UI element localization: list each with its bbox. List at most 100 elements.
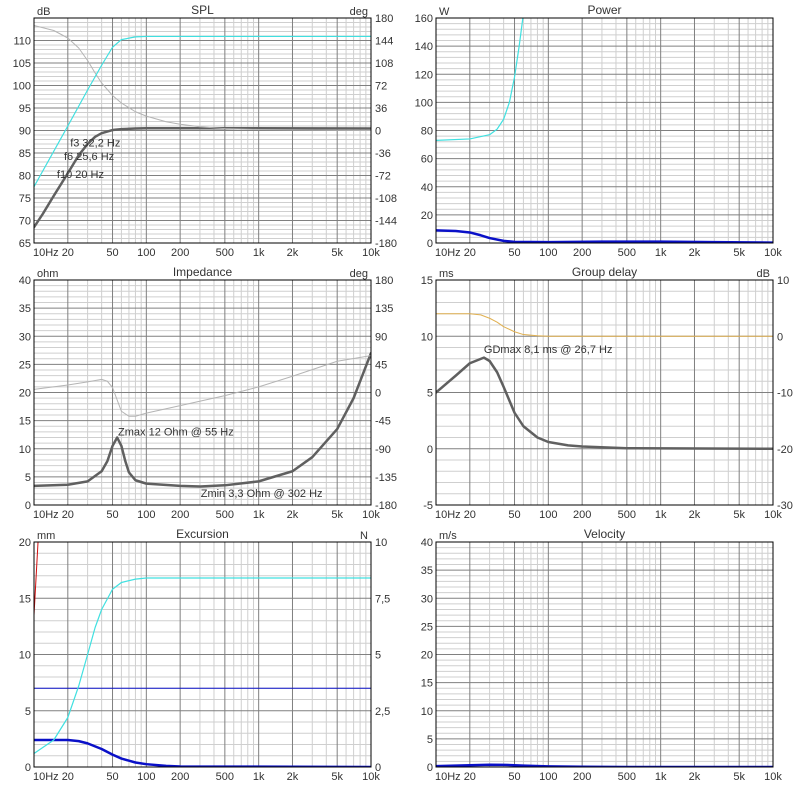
x-tick-label: 2k (287, 509, 299, 521)
x-tick-label: 200 (171, 247, 189, 259)
y2-tick-label: 144 (375, 36, 393, 48)
x-tick-label: 10Hz (435, 509, 461, 521)
curves (436, 18, 773, 243)
y-unit-label: m/s (439, 530, 457, 542)
x-tick-label: 500 (618, 247, 636, 259)
y-unit-label: W (439, 6, 450, 18)
x-axis: 10Hz 20 50 100 200 500 1k 2k 5k 10k (435, 509, 782, 521)
y2-axis: -180 -135 -90 -45 0 45 90 135 180 (375, 275, 397, 512)
grid (33, 18, 372, 244)
y-tick-label: 95 (19, 103, 31, 115)
y-tick-label: 40 (421, 182, 433, 194)
series-spl-1 (34, 25, 371, 131)
y-tick-label: 35 (421, 565, 433, 577)
y-unit-label: dB (37, 6, 50, 18)
x-tick-label: 1k (655, 247, 667, 259)
series-impedance-0 (34, 351, 371, 488)
y2-tick-label: -180 (375, 238, 397, 250)
x-tick-label: 100 (137, 247, 155, 259)
y2-tick-label: 0 (375, 126, 381, 138)
y-tick-label: 15 (421, 275, 433, 287)
y-tick-label: 140 (415, 41, 433, 53)
y-tick-label: 30 (421, 593, 433, 605)
y-tick-label: 65 (19, 238, 31, 250)
x-axis: 10Hz 20 50 100 200 500 1k 2k 5k 10k (435, 247, 782, 259)
x-axis: 10Hz 20 50 100 200 500 1k 2k 5k 10k (33, 771, 380, 783)
y-tick-label: 10 (421, 331, 433, 343)
y-tick-label: 5 (25, 472, 31, 484)
y-tick-label: 10 (19, 650, 31, 662)
chart-spl: 65 70 75 80 85 90 95 100 105 110 -180 -144 -108 -72 -3… (13, 3, 397, 259)
y2-tick-label: 10 (777, 275, 789, 287)
y-unit-label: ms (439, 268, 454, 280)
y-tick-label: 20 (19, 537, 31, 549)
x-tick-label: 50 (106, 771, 118, 783)
y2-tick-label: -20 (777, 444, 793, 456)
x-tick-label: 10Hz (435, 247, 461, 259)
y-tick-label: 15 (19, 416, 31, 428)
series-excursion-3 (34, 542, 39, 616)
y2-axis: -180 -144 -108 -72 -36 0 36 72 108 144 180 (375, 13, 397, 250)
x-tick-label: 20 (464, 509, 476, 521)
plot-frame (435, 17, 774, 244)
x-axis: 10Hz 20 50 100 200 500 1k 2k 5k 10k (435, 771, 782, 783)
y2-tick-label: -108 (375, 193, 397, 205)
series-group_delay-0 (436, 356, 773, 450)
y2-tick-label: 5 (375, 650, 381, 662)
x-tick-label: 200 (573, 509, 591, 521)
y-tick-label: 0 (427, 238, 433, 250)
x-tick-label: 50 (508, 771, 520, 783)
y-tick-label: 0 (25, 500, 31, 512)
x-tick-label: 5k (733, 247, 745, 259)
x-tick-label: 200 (171, 771, 189, 783)
x-tick-label: 1k (253, 771, 265, 783)
y2-tick-label: -10 (777, 388, 793, 400)
x-tick-label: 100 (137, 771, 155, 783)
chart-title: Group delay (572, 265, 637, 279)
x-tick-label: 10k (362, 247, 380, 259)
annotation-label: f3 32,2 Hz (70, 137, 120, 149)
y-tick-label: 100 (13, 81, 31, 93)
grid (435, 279, 774, 506)
x-tick-label: 10Hz (33, 771, 59, 783)
series-power-0 (436, 229, 773, 243)
x-tick-label: 10Hz (33, 509, 59, 521)
y-tick-label: 70 (19, 216, 31, 228)
y2-tick-label: -144 (375, 216, 397, 228)
x-tick-label: 50 (106, 509, 118, 521)
x-tick-label: 500 (618, 771, 636, 783)
y-axis: 0 20 40 60 80 100 120 140 160 (415, 13, 433, 250)
x-tick-label: 1k (253, 247, 265, 259)
y-tick-label: 40 (19, 275, 31, 287)
y2-tick-label: -45 (375, 416, 391, 428)
series-excursion-2 (34, 577, 371, 755)
x-tick-label: 50 (508, 509, 520, 521)
y-tick-label: 20 (421, 650, 433, 662)
curves (34, 542, 371, 767)
y-tick-label: 35 (19, 303, 31, 315)
y-tick-label: 160 (415, 13, 433, 25)
y-tick-label: 5 (25, 706, 31, 718)
y2-tick-label: 2,5 (375, 706, 390, 718)
y-tick-label: 15 (19, 593, 31, 605)
y-tick-label: 5 (427, 388, 433, 400)
y2-tick-label: 0 (375, 762, 381, 774)
x-tick-label: 10k (362, 509, 380, 521)
x-tick-label: 2k (689, 771, 701, 783)
y2-tick-label: 180 (375, 13, 393, 25)
curves (436, 313, 773, 450)
y2-tick-label: -180 (375, 500, 397, 512)
x-tick-label: 500 (216, 771, 234, 783)
x-tick-label: 200 (573, 247, 591, 259)
chart-title: Impedance (173, 265, 233, 279)
y2-axis: -30 -20 -10 0 10 (777, 275, 793, 512)
plot-frame (435, 541, 774, 768)
x-tick-label: 200 (171, 509, 189, 521)
x-tick-label: 5k (331, 247, 343, 259)
grid (435, 17, 774, 244)
y2-tick-label: 108 (375, 58, 393, 70)
x-tick-label: 2k (287, 771, 299, 783)
y-tick-label: 80 (19, 171, 31, 183)
